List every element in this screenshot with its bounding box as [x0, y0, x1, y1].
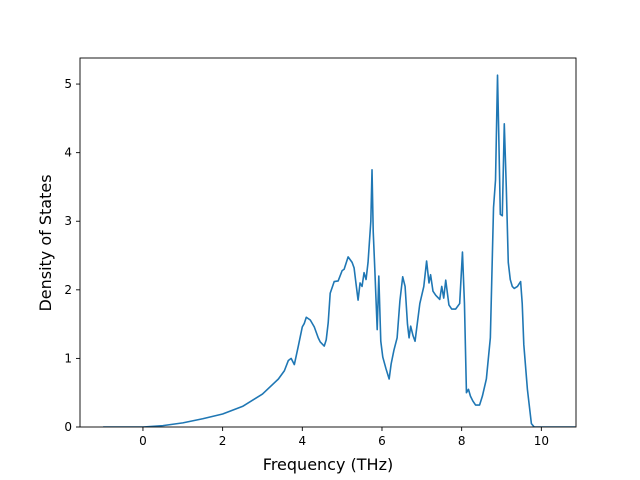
y-tick-label: 2: [64, 283, 72, 297]
plot-area: [79, 57, 577, 428]
series-line-0: [103, 74, 576, 427]
x-tick-label: 0: [139, 434, 147, 448]
plot-frame: [79, 57, 577, 428]
y-axis-label: Density of States: [36, 174, 55, 311]
y-tick-label: 0: [64, 420, 72, 434]
x-tick-label: 10: [534, 434, 549, 448]
x-tick-label: 8: [458, 434, 466, 448]
y-tick-label: 3: [64, 214, 72, 228]
x-tick-label: 2: [219, 434, 227, 448]
x-axis-label: Frequency (THz): [263, 455, 393, 474]
y-tick-label: 4: [64, 146, 72, 160]
y-axis-ticks: 0 1 2 3 4 5: [64, 77, 80, 434]
x-tick-label: 4: [298, 434, 306, 448]
x-axis-ticks: 0 2 4 6 8 10: [139, 427, 549, 448]
y-tick-label: 5: [64, 77, 72, 91]
x-tick-label: 6: [378, 434, 386, 448]
y-tick-label: 1: [64, 351, 72, 365]
